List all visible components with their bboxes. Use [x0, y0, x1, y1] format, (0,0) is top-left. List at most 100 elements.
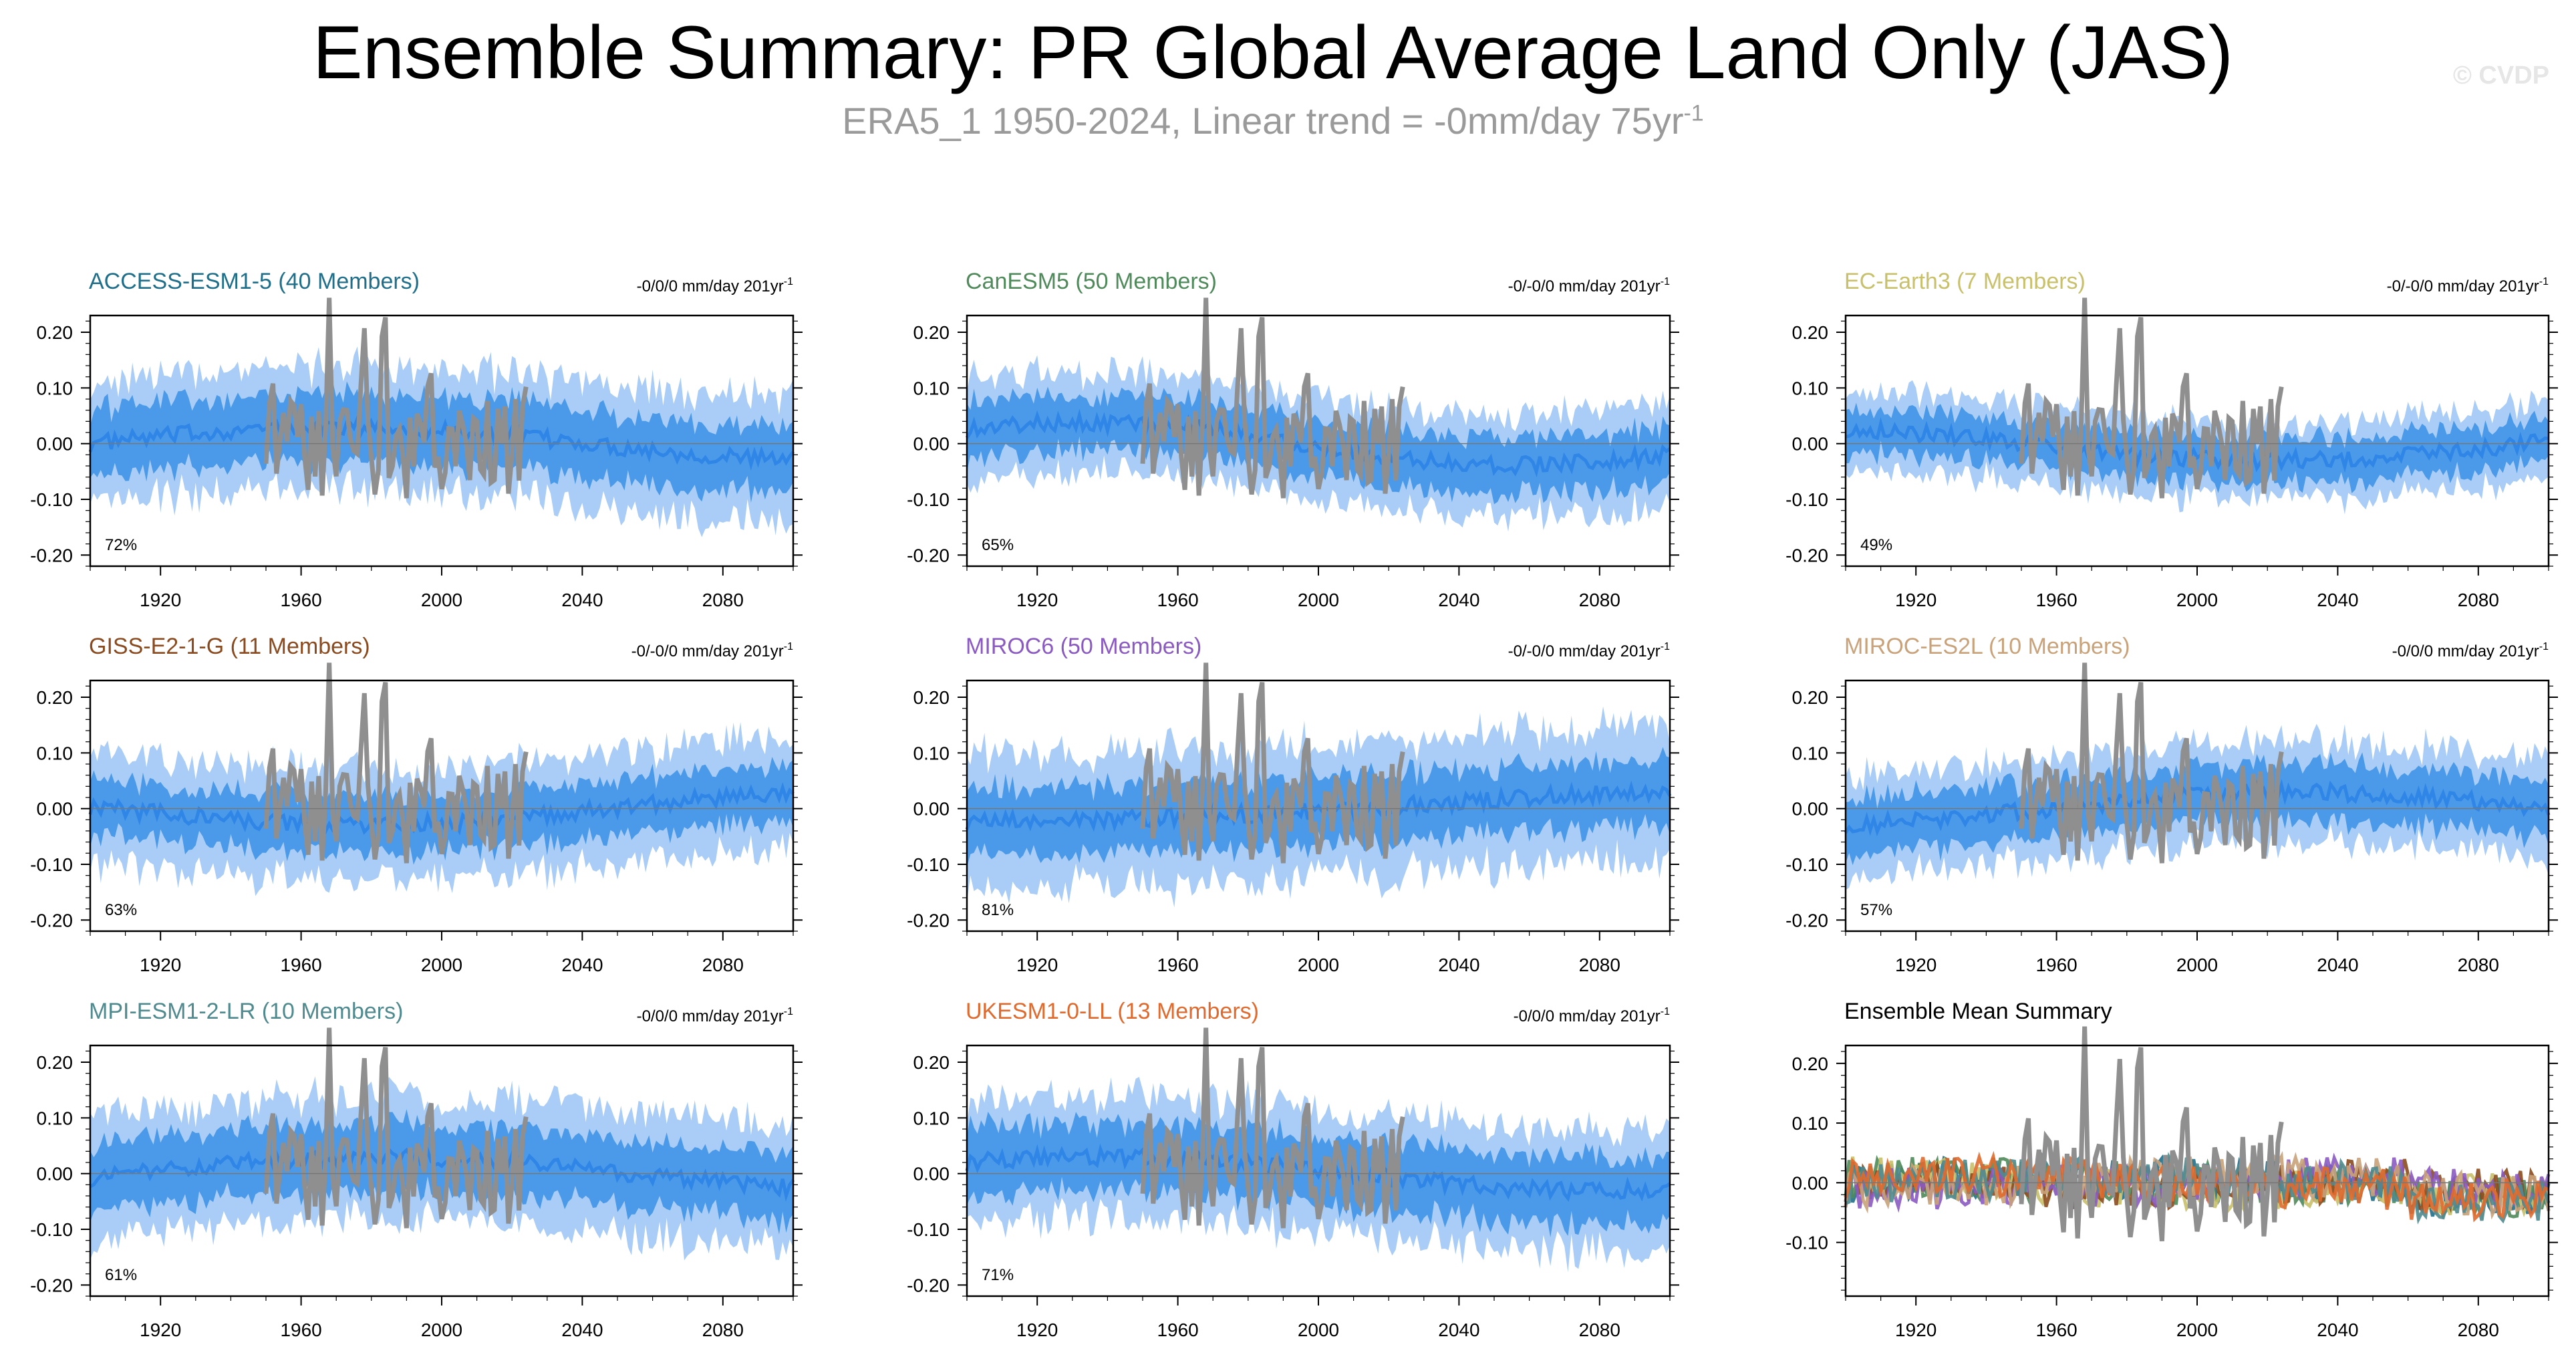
x-tick-label: 2040 [561, 955, 603, 975]
y-tick-label: 0.00 [37, 434, 74, 455]
ensemble-mean-line [88, 781, 795, 836]
x-tick-label: 2040 [1438, 590, 1479, 610]
x-tick-label: 2000 [1298, 1320, 1339, 1340]
x-tick-label: 2080 [2458, 955, 2499, 975]
x-tick-label: 2000 [421, 955, 462, 975]
ensemble-range-inner [90, 757, 793, 865]
y-tick-label: 0.10 [1792, 743, 1829, 763]
y-tick-label: -0.20 [907, 910, 950, 930]
page-subtitle: ERA5_1 1950-2024, Linear trend = -0mm/da… [0, 99, 2546, 142]
x-tick-label: 2000 [1298, 955, 1339, 975]
ensemble-mean-line [89, 1142, 795, 1202]
ensemble-mean-line [965, 1143, 1671, 1203]
y-tick-label: 0.20 [37, 1052, 74, 1073]
chart-panel-9: Ensemble Mean Summary 0.20 0.10 0.00 -0.10 19… [1785, 999, 2558, 1340]
y-tick-label: -0.20 [30, 910, 73, 930]
panel-trend: -0/-0/0 mm/day 201yr-1 [1508, 276, 1670, 295]
observed-series-line [1140, 662, 1405, 864]
x-tick-label: 2080 [702, 955, 744, 975]
observed-series-line [1140, 297, 1405, 499]
observed-series-line [263, 662, 529, 864]
y-tick-label: 0.10 [37, 378, 74, 398]
x-tick-label: 2080 [2458, 1320, 2499, 1340]
y-tick-label: -0.10 [30, 854, 73, 875]
y-tick-label: 0.00 [913, 434, 950, 455]
y-tick-label: 0.20 [37, 322, 74, 343]
panel-trend-text: -0/0/0 mm/day 201yr [637, 277, 784, 295]
panel-percent-label: 57% [1860, 901, 1892, 919]
x-tick-label: 2040 [2317, 955, 2358, 975]
x-tick-label: 2080 [702, 1320, 744, 1340]
y-tick-label: 0.10 [37, 1108, 74, 1128]
panel-trend-superscript: -1 [1661, 1006, 1670, 1017]
x-tick-label: 2000 [2176, 1320, 2218, 1340]
model-mean-line-5 [1844, 1152, 2551, 1213]
y-tick-label: -0.10 [907, 854, 950, 875]
x-tick-label: 2040 [1438, 955, 1479, 975]
y-tick-label: -0.10 [1785, 854, 1828, 875]
x-tick-label: 2080 [1579, 1320, 1620, 1340]
x-tick-label: 1920 [1895, 955, 1937, 975]
panel-trend: -0/-0/0 mm/day 201yr-1 [631, 641, 793, 660]
y-tick-label: -0.20 [907, 1275, 950, 1295]
y-tick-label: 0.00 [1792, 1172, 1829, 1193]
y-tick-label: 0.10 [913, 378, 950, 398]
panel-trend-text: -0/-0/0 mm/day 201yr [1508, 642, 1661, 660]
x-tick-label: 1960 [1157, 590, 1198, 610]
model-mean-line-8 [1844, 1150, 2549, 1223]
x-tick-label: 1960 [2035, 955, 2077, 975]
y-tick-label: -0.20 [907, 545, 950, 566]
y-tick-label: 0.20 [1792, 687, 1829, 708]
y-tick-label: -0.10 [1785, 489, 1828, 510]
panel-title: ACCESS-ESM1-5 (40 Members) [89, 269, 420, 294]
y-tick-label: 0.20 [1792, 322, 1829, 343]
ensemble-range-inner [90, 1109, 793, 1235]
x-tick-label: 1960 [1157, 1320, 1198, 1340]
y-tick-label: -0.20 [1785, 910, 1828, 930]
y-tick-label: 0.10 [1792, 1113, 1829, 1134]
y-tick-label: 0.20 [913, 1052, 950, 1073]
panel-trend: -0/0/0 mm/day 201yr-1 [637, 1006, 793, 1025]
y-tick-label: 0.00 [1792, 434, 1829, 455]
x-tick-label: 2040 [561, 1320, 603, 1340]
y-tick-label: 0.20 [913, 322, 950, 343]
x-tick-label: 1920 [1016, 1320, 1058, 1340]
subtitle-superscript: -1 [1683, 100, 1704, 126]
panel-title: MIROC6 (50 Members) [966, 634, 1201, 659]
chart-panel-3: EC-Earth3 (7 Members) -0/-0/0 mm/day 201y… [1785, 269, 2558, 610]
y-tick-label: 0.00 [37, 1164, 74, 1185]
y-tick-label: 0.00 [37, 799, 74, 820]
panel-trend-superscript: -1 [784, 1006, 793, 1017]
x-tick-label: 1920 [1895, 590, 1937, 610]
credit-watermark: © CVDP [2452, 61, 2549, 90]
panel-percent-label: 49% [1860, 536, 1892, 554]
chart-panel-6: MIROC-ES2L (10 Members) -0/0/0 mm/day 201… [1785, 634, 2558, 975]
chart-panel-1: ACCESS-ESM1-5 (40 Members) -0/0/0 mm/day … [30, 269, 803, 610]
panel-percent-label: 81% [982, 901, 1014, 919]
panel-title: MIROC-ES2L (10 Members) [1844, 634, 2130, 659]
panel-title: CanESM5 (50 Members) [966, 269, 1217, 294]
y-tick-label: -0.20 [30, 1275, 73, 1295]
y-tick-label: -0.10 [907, 1219, 950, 1240]
y-tick-label: -0.10 [907, 489, 950, 510]
ensemble-mean-line [88, 413, 795, 471]
observed-series-line [2019, 662, 2284, 864]
x-tick-label: 2000 [421, 590, 462, 610]
x-tick-label: 1960 [280, 590, 321, 610]
panel-title: GISS-E2-1-G (11 Members) [89, 634, 370, 659]
chart-panel-8: UKESM1-0-LL (13 Members) -0/0/0 mm/day 20… [907, 999, 1679, 1340]
panel-trend-superscript: -1 [1661, 641, 1670, 652]
x-tick-label: 2040 [1438, 1320, 1479, 1340]
y-tick-label: 0.10 [37, 743, 74, 763]
panel-trend-text: -0/-0/0 mm/day 201yr [1508, 277, 1661, 295]
chart-panel-5: MIROC6 (50 Members) -0/-0/0 mm/day 201yr-… [907, 634, 1679, 975]
y-tick-label: -0.20 [1785, 545, 1828, 566]
panel-trend: -0/0/0 mm/day 201yr-1 [2392, 641, 2549, 660]
panel-trend-superscript: -1 [784, 641, 793, 652]
x-tick-label: 1960 [1157, 955, 1198, 975]
panel-title: Ensemble Mean Summary [1844, 999, 2112, 1024]
y-tick-label: 0.20 [1792, 1053, 1829, 1074]
panel-title: MPI-ESM1-2-LR (10 Members) [89, 999, 403, 1024]
y-tick-label: 0.20 [37, 687, 74, 708]
x-tick-label: 2040 [2317, 1320, 2358, 1340]
